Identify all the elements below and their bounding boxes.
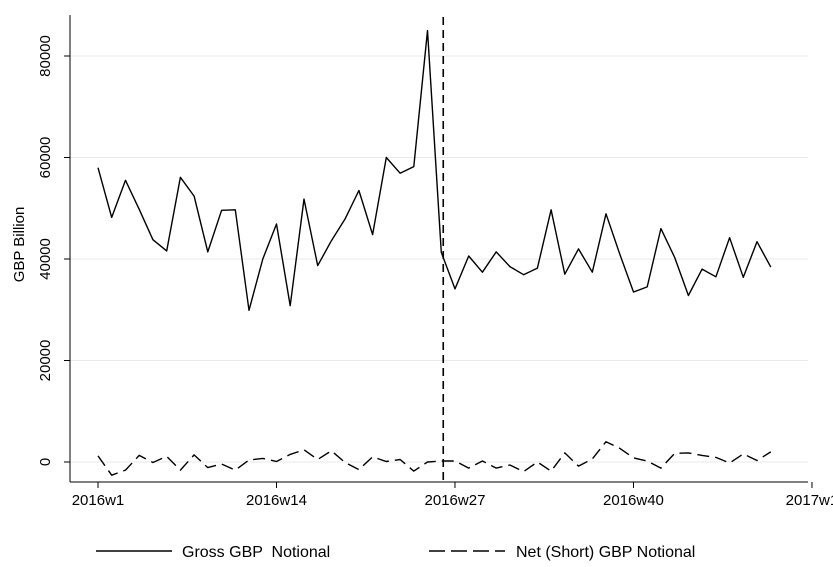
series-line-gross <box>97 29 772 311</box>
legend-label: Net (Short) GBP Notional <box>516 544 695 561</box>
x-axis: 2016w1 2016w14 2016w27 2016w40 2017w1 <box>70 481 833 509</box>
gridlines <box>70 55 808 463</box>
y-tick-label: 80000 <box>37 35 54 77</box>
y-tick-label: 20000 <box>37 340 54 382</box>
y-tick-label: 40000 <box>37 238 54 280</box>
x-tick-label: 2016w40 <box>603 492 664 509</box>
y-tick-label: 0 <box>37 458 54 466</box>
y-axis-title: GBP Billion <box>11 207 28 283</box>
x-tick-label: 2016w27 <box>425 492 486 509</box>
x-tick-label: 2017w1 <box>786 492 833 509</box>
series-line-net <box>97 441 772 476</box>
y-axis: 0 20000 40000 60000 80000 <box>37 15 71 482</box>
legend-label: Gross GBP Notional <box>182 544 330 561</box>
series-layer <box>97 29 772 476</box>
y-tick-label: 60000 <box>37 137 54 179</box>
legend: Gross GBP Notional Net (Short) GBP Notion… <box>96 544 695 561</box>
x-tick-label: 2016w1 <box>72 492 125 509</box>
x-tick-label: 2016w14 <box>246 492 307 509</box>
